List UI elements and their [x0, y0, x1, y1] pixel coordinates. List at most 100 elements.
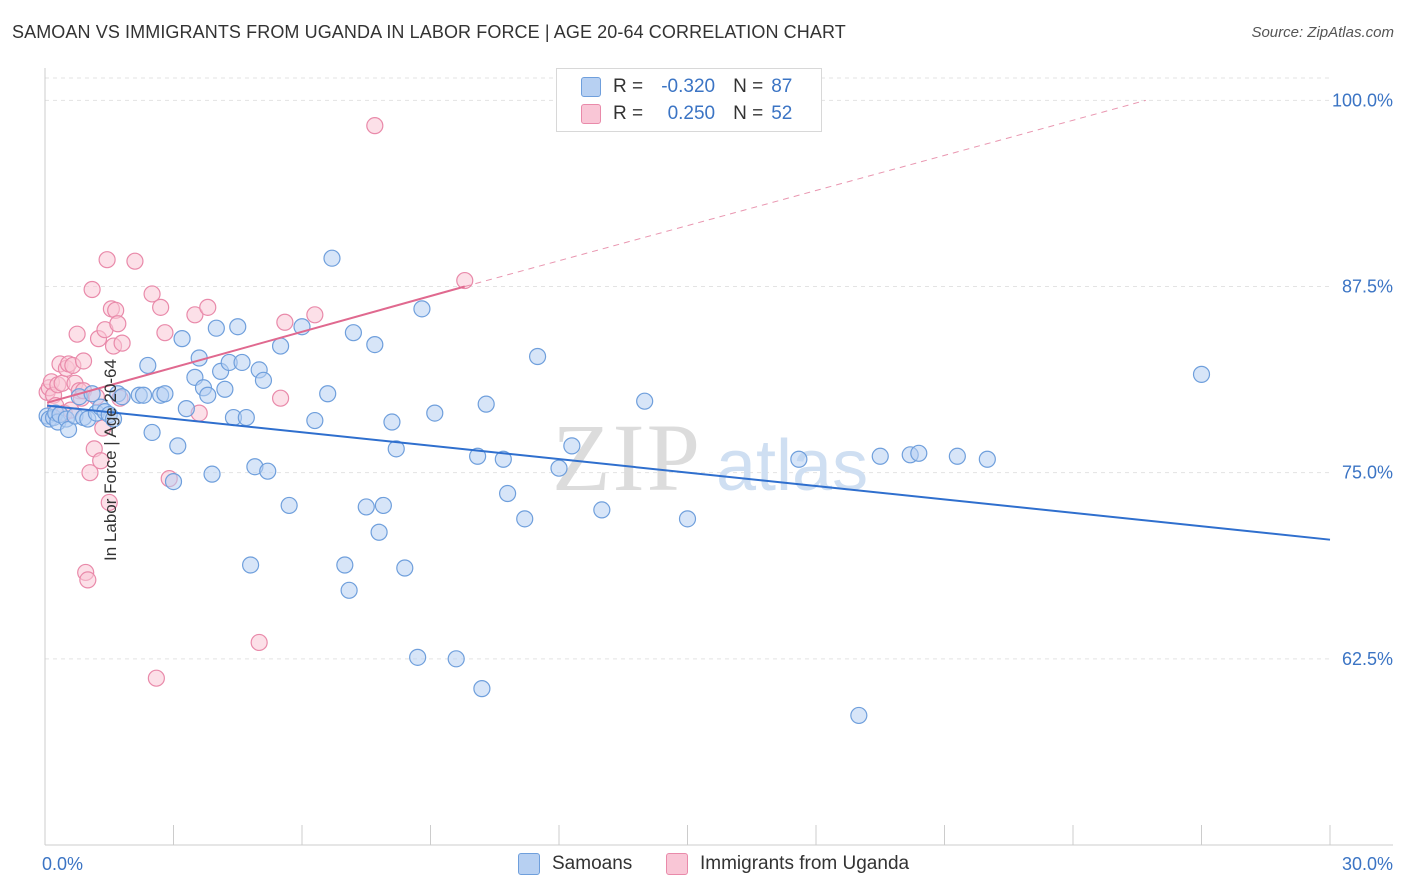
- uganda-swatch: [581, 104, 601, 124]
- samoan-point: [229, 318, 247, 336]
- y-tick-label: 87.5%: [1342, 277, 1393, 297]
- legend-uganda[interactable]: Immigrants from Uganda: [666, 852, 909, 876]
- samoan-point: [319, 385, 337, 403]
- samoan-point: [1192, 365, 1211, 383]
- samoan-point: [563, 437, 581, 455]
- n-value: 52: [771, 103, 793, 124]
- samoan-point: [636, 392, 654, 410]
- samoan-point: [426, 404, 444, 422]
- samoan-point: [370, 523, 388, 541]
- samoans-trend-line: [47, 404, 1331, 541]
- samoan-point: [387, 440, 405, 458]
- samoan-point: [978, 450, 996, 468]
- uganda-trend-line: [46, 285, 466, 404]
- r-value: 0.250: [667, 103, 716, 124]
- watermark: ZIP atlas: [552, 404, 868, 511]
- legend-stats: R = -0.320 N = 87 R = 0.250 N = 52: [556, 68, 822, 132]
- tick-labels: 100.0% 87.5% 75.0% 62.5% 0.0% 30.0%: [42, 90, 1393, 874]
- samoan-point: [477, 395, 495, 413]
- r-label: R =: [613, 103, 644, 124]
- samoan-point: [366, 335, 384, 354]
- uganda-point: [113, 334, 131, 352]
- watermark-atlas: atlas: [716, 426, 868, 506]
- x-tick-label: 30.0%: [1342, 854, 1393, 874]
- samoans-swatch: [581, 77, 601, 97]
- samoan-point: [494, 450, 512, 468]
- uganda-point: [156, 324, 174, 342]
- samoan-point: [173, 330, 191, 348]
- samoan-point: [473, 680, 491, 698]
- uganda-point: [276, 313, 294, 331]
- samoan-point: [593, 501, 611, 519]
- chart-title: SAMOAN VS IMMIGRANTS FROM UGANDA IN LABO…: [12, 22, 846, 42]
- uganda-point: [250, 633, 268, 652]
- trend-lines: [46, 99, 1331, 541]
- samoan-point: [383, 413, 401, 431]
- samoan-point: [336, 556, 354, 574]
- samoan-point: [323, 249, 341, 267]
- samoan-point: [164, 473, 183, 491]
- samoan-point: [409, 648, 427, 666]
- uganda-point: [81, 464, 99, 482]
- samoan-point: [948, 447, 966, 465]
- samoan-point: [374, 496, 392, 515]
- source-credit: Source: ZipAtlas.com: [1251, 24, 1394, 41]
- samoan-point: [104, 410, 123, 428]
- uganda-point: [98, 251, 116, 269]
- samoan-point: [254, 371, 273, 389]
- uganda-swatch: [666, 853, 688, 875]
- uganda-point: [366, 117, 384, 135]
- samoan-point: [207, 319, 225, 337]
- samoan-point: [156, 385, 174, 403]
- n-value: 87: [771, 76, 793, 97]
- samoans-swatch: [518, 853, 540, 875]
- uganda-point: [152, 298, 170, 316]
- samoan-point: [233, 353, 251, 372]
- samoan-point: [139, 356, 157, 375]
- samoan-point: [242, 556, 260, 574]
- samoan-point: [790, 450, 808, 468]
- samoan-point: [271, 337, 290, 355]
- samoan-points: [38, 249, 1211, 725]
- legend-uganda-label: Immigrants from Uganda: [700, 853, 910, 874]
- legend-row-uganda: R = 0.250 N = 52: [581, 102, 792, 126]
- uganda-point: [109, 315, 127, 333]
- y-tick-label: 62.5%: [1342, 649, 1393, 669]
- uganda-point: [456, 271, 474, 290]
- uganda-point: [74, 352, 93, 370]
- uganda-point: [186, 306, 204, 324]
- samoan-point: [357, 498, 375, 516]
- x-tick-label: 0.0%: [42, 854, 83, 874]
- uganda-point: [271, 389, 290, 407]
- samoan-point: [678, 510, 697, 528]
- n-label: N =: [733, 76, 764, 97]
- legend-samoans-label: Samoans: [552, 853, 633, 874]
- samoan-point: [143, 423, 161, 442]
- samoan-point: [469, 447, 487, 465]
- uganda-point: [143, 285, 161, 303]
- r-value: -0.320: [661, 76, 716, 97]
- samoan-point: [396, 559, 414, 577]
- uganda-point: [100, 493, 118, 512]
- y-tick-label: 75.0%: [1342, 463, 1393, 483]
- y-axis-label: In Labor Force | Age 20-64: [100, 359, 120, 561]
- samoan-point: [259, 462, 277, 480]
- samoan-point: [850, 706, 868, 725]
- uganda-point: [92, 452, 110, 470]
- samoan-point: [516, 510, 534, 528]
- uganda-point: [199, 298, 217, 316]
- uganda-point: [126, 252, 144, 270]
- samoan-point: [871, 447, 889, 465]
- uganda-point: [79, 571, 97, 589]
- samoan-point: [216, 380, 234, 398]
- uganda-point: [306, 306, 324, 324]
- samoan-point: [910, 444, 928, 462]
- samoan-point: [134, 386, 153, 404]
- samoan-point: [528, 347, 547, 366]
- samoan-point: [499, 484, 517, 503]
- r-label: R =: [613, 76, 644, 97]
- samoan-point: [199, 386, 217, 404]
- axes: [44, 68, 1393, 846]
- legend-samoans[interactable]: Samoans: [518, 852, 632, 876]
